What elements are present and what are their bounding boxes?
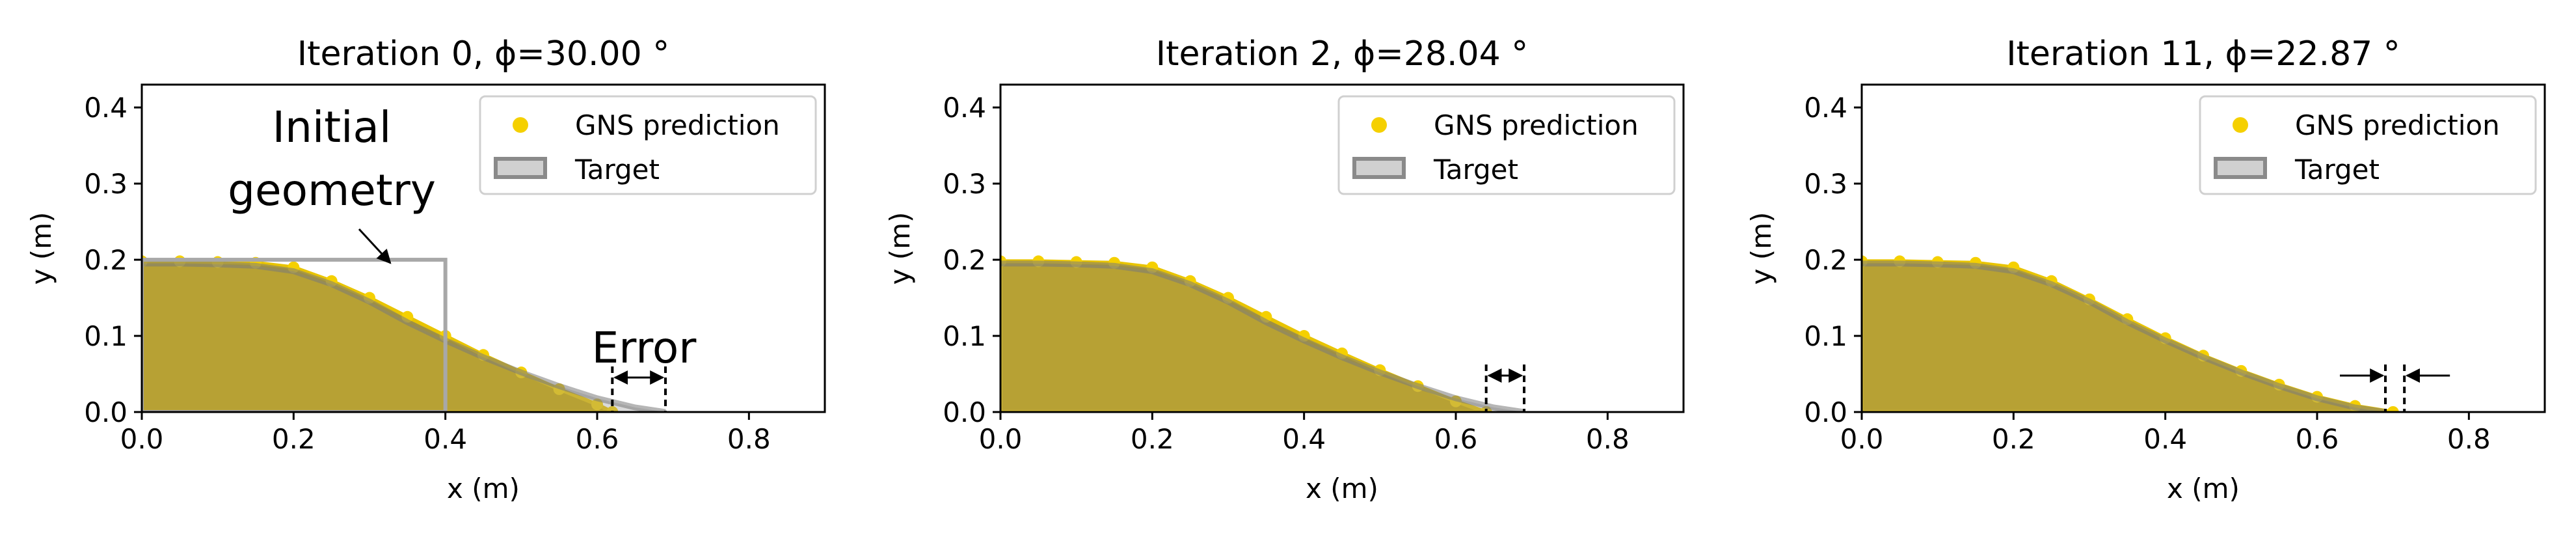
plot-area [1000,255,1525,412]
x-tick-label: 0.6 [2296,423,2339,455]
x-tick-label: 0.6 [1434,423,1478,455]
y-tick-label: 0.3 [943,168,986,200]
plot-area [1862,255,2399,412]
x-tick-label: 0.4 [1282,423,1326,455]
y-tick-label: 0.3 [84,168,127,200]
x-axis-label: x (m) [1306,473,1378,504]
gns-prediction-point [606,406,619,412]
legend-gns-label: GNS prediction [2295,109,2500,141]
gns-prediction-point [2387,406,2399,412]
axes-frame [999,83,1685,413]
x-tick-label: 0.2 [1992,423,2035,455]
chart-title: Iteration 0, ϕ=30.00 ° [297,34,670,74]
y-axis-label: y (m) [884,212,916,285]
legend-target-swatch [494,157,547,179]
y-axis-label: y (m) [25,212,57,285]
chart-title: Iteration 2, ϕ=28.04 ° [1156,34,1529,74]
y-tick-label: 0.4 [1804,92,1847,124]
x-tick-label: 0.0 [120,423,164,455]
x-tick-label: 0.2 [272,423,315,455]
chart-title: Iteration 11, ϕ=22.87 ° [2006,34,2400,74]
initial-geometry-box [142,258,448,412]
legend-target-label: Target [1433,154,1518,186]
y-tick-label: 0.4 [943,92,986,124]
x-axis-label: x (m) [447,473,520,504]
annotation-error: Error [592,323,697,373]
x-tick-label: 0.0 [979,423,1023,455]
y-tick-label: 0.1 [1804,320,1847,352]
y-tick-label: 0.2 [943,244,986,276]
x-axis-label: x (m) [2167,473,2240,504]
y-tick-label: 0.0 [1804,396,1847,428]
y-tick-label: 0.2 [1804,244,1847,276]
legend: GNS prediction Target [2199,95,2537,195]
y-axis-label: y (m) [1745,212,1777,285]
axes-frame [1860,83,2546,413]
x-tick-label: 0.2 [1131,423,1174,455]
legend-frame [479,95,817,195]
legend-frame [2199,95,2537,195]
x-tick-label: 0.8 [727,423,771,455]
target-area [1862,263,2385,412]
legend-gns-marker [513,117,528,133]
x-tick-label: 0.4 [2143,423,2187,455]
legend-gns-marker [2233,117,2248,133]
y-tick-label: 0.0 [84,396,127,428]
x-tick-label: 0.8 [2447,423,2491,455]
target-outline [142,260,666,412]
legend-gns-label: GNS prediction [1434,109,1639,141]
target-area [142,263,665,412]
x-tick-label: 0.4 [423,423,467,455]
y-tick-label: 0.1 [84,320,127,352]
legend-frame [1337,95,1676,195]
annotation-geometry: geometry [228,165,436,215]
annotation-initial: Initial [273,102,392,152]
legend-gns-marker [1371,117,1387,133]
y-tick-label: 0.4 [84,92,127,124]
legend-gns-label: GNS prediction [575,109,780,141]
chart-panel-2: Iteration 2, ϕ=28.04 ° 0.0 0.2 0.4 0.6 0.8 0.0… [884,34,1685,504]
chart-panel-3: Iteration 11, ϕ=22.87 ° 0.0 0.2 0.4 0.6 0.8 0.… [1745,34,2546,504]
legend-target-swatch [1352,157,1406,179]
annotation-geometry-arrow [358,228,392,264]
x-tick-label: 0.0 [1840,423,1884,455]
legend-target-label: Target [2294,154,2380,186]
axes-frame [141,83,826,413]
legend: GNS prediction Target [1337,95,1676,195]
target-area [1000,263,1524,412]
plot-area [142,255,666,412]
y-tick-label: 0.2 [84,244,127,276]
y-tick-label: 0.1 [943,320,986,352]
legend-target-swatch [2214,157,2267,179]
x-tick-label: 0.8 [1586,423,1630,455]
target-outline [1000,260,1525,412]
legend: GNS prediction Target [479,95,817,195]
legend-target-label: Target [574,154,660,186]
y-tick-label: 0.0 [943,396,986,428]
chart-panel-1: Iteration 0, ϕ=30.00 ° 0.0 0.2 0.4 0.6 0.8 0.0… [25,34,826,504]
x-tick-label: 0.6 [576,423,619,455]
target-outline [1862,260,2386,412]
y-tick-label: 0.3 [1804,168,1847,200]
